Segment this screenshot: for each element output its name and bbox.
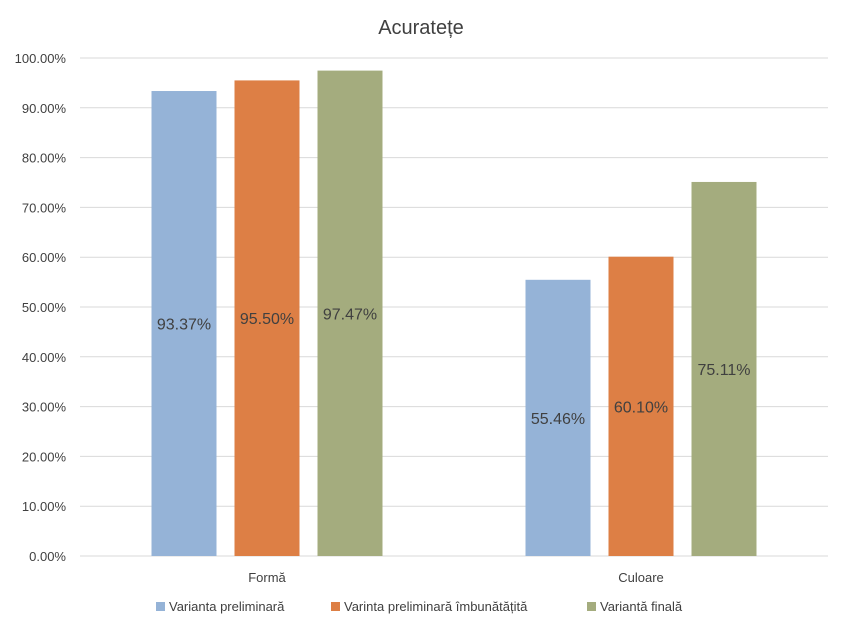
bar [234,80,300,556]
legend-label: Variantă finală [600,599,683,614]
y-tick-label: 70.00% [22,200,67,215]
y-tick-label: 90.00% [22,101,67,116]
bar [151,91,217,557]
bar [525,279,591,556]
y-tick-label: 100.00% [15,51,67,66]
y-tick-label: 30.00% [22,400,67,415]
data-label: 95.50% [240,311,294,328]
data-label: 93.37% [157,317,211,334]
y-tick-label: 0.00% [29,549,66,564]
bar [608,256,674,556]
bars [151,70,757,557]
data-label: 97.47% [323,306,377,323]
legend-item: Varinta preliminară îmbunătățită [331,599,528,614]
legend-item: Variantă finală [587,599,683,614]
data-labels: 93.37% 95.50% 97.47% 55.46% 60.10% 75.11% [157,306,751,428]
y-tick-label: 10.00% [22,499,67,514]
legend-label: Varinta preliminară îmbunătățită [344,599,528,614]
legend-swatch [331,602,340,611]
legend-label: Varianta preliminară [169,599,285,614]
bar [691,181,757,556]
y-axis: 0.00% 10.00% 20.00% 30.00% 40.00% 50.00% 60.00… [15,51,67,564]
y-tick-label: 80.00% [22,151,67,166]
data-label: 60.10% [614,399,668,416]
y-tick-label: 60.00% [22,250,67,265]
legend-swatch [156,602,165,611]
x-category-label: Formă [248,570,286,585]
legend-swatch [587,602,596,611]
legend-item: Varianta preliminară [156,599,285,614]
y-tick-label: 40.00% [22,350,67,365]
y-tick-label: 20.00% [22,449,67,464]
chart-title: Acuratețe [378,17,464,39]
data-label: 55.46% [531,411,585,428]
bar [317,70,383,557]
data-label: 75.11% [697,362,750,379]
x-axis: Formă Culoare [248,570,664,585]
x-category-label: Culoare [618,570,664,585]
y-tick-label: 50.00% [22,300,67,315]
legend: Varianta preliminară Varinta preliminară … [156,599,683,614]
